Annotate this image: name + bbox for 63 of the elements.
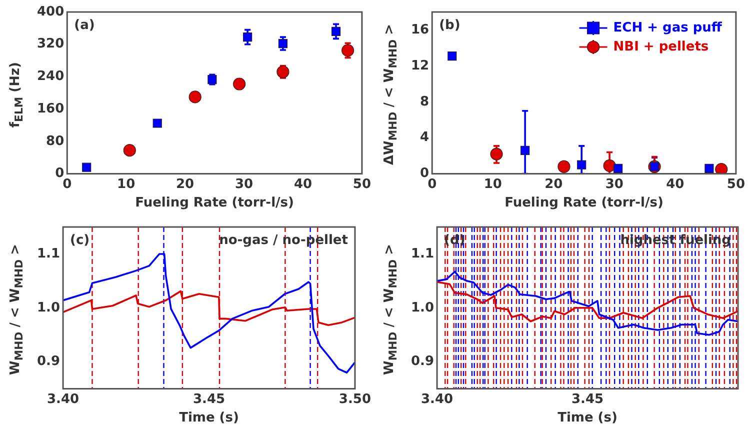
- x-tick-label: 20: [176, 176, 194, 192]
- point: [342, 44, 354, 57]
- point: [614, 164, 623, 173]
- y-tick-label: 1.1: [411, 246, 434, 262]
- x-tick-label: 40: [666, 176, 684, 192]
- x-axis-title: Time (s): [558, 410, 618, 426]
- annotation: (a): [74, 18, 95, 33]
- point: [558, 160, 570, 173]
- x-tick-label: 50: [726, 176, 745, 192]
- point: [715, 163, 728, 174]
- x-tick-label: 10: [117, 176, 136, 192]
- point: [603, 159, 616, 172]
- point: [152, 118, 162, 128]
- y-tick-label: 320: [36, 36, 64, 52]
- point: [331, 26, 341, 36]
- annotation: no-gas / no-pellet: [219, 232, 348, 248]
- x-tick-label: 10: [484, 176, 502, 192]
- y-tick-label: 240: [36, 69, 64, 84]
- x-axis-title: Fueling Rate (torr-l/s): [504, 196, 664, 211]
- point: [577, 160, 586, 170]
- point: [233, 78, 246, 90]
- y-tick-label: 1.1: [37, 246, 60, 262]
- y-tick-label: 80: [46, 134, 64, 149]
- point: [520, 146, 530, 155]
- y-tick-label: 12: [410, 58, 430, 74]
- x-tick-label: 40: [294, 176, 312, 192]
- y-tick-label: 1.0: [411, 300, 434, 316]
- x-tick-label: 20: [544, 176, 563, 192]
- x-tick-label: 3.40: [420, 392, 454, 407]
- point: [278, 39, 288, 48]
- y-tick-label: 400: [36, 4, 64, 20]
- x-tick-label: 30: [605, 176, 624, 192]
- point: [82, 162, 92, 172]
- x-tick-label: 3.45: [571, 392, 604, 407]
- legend-label: NBI + pellets: [613, 39, 709, 54]
- y-tick-label: 1.0: [37, 300, 60, 316]
- point: [188, 90, 202, 104]
- x-tick-label: 50: [352, 176, 371, 192]
- y-tick-label: 8: [420, 94, 430, 110]
- point: [448, 52, 457, 61]
- point: [490, 148, 503, 160]
- x-tick-label: 3.50: [338, 392, 371, 407]
- y-tick-label: 0.9: [37, 354, 60, 370]
- y-tick-label: 0: [420, 166, 430, 182]
- annotation: highest fueling: [620, 232, 731, 248]
- y-tick-label: 0.9: [411, 354, 434, 370]
- point: [123, 144, 136, 157]
- x-tick-label: 3.45: [192, 392, 226, 407]
- annotation: (c): [70, 232, 90, 248]
- y-tick-label: 160: [36, 101, 64, 116]
- annotation: (d): [444, 232, 466, 248]
- x-axis-title: Fueling Rate (torr-l/s): [135, 196, 294, 211]
- legend-label: ECH + gas puff: [613, 20, 722, 36]
- y-tick-label: 16: [410, 22, 430, 38]
- point: [276, 66, 290, 78]
- y-tick-label: 0: [55, 166, 64, 182]
- point: [243, 32, 252, 42]
- annotation: (b): [439, 18, 460, 33]
- point: [704, 164, 714, 173]
- y-tick-label: 4: [420, 130, 430, 146]
- x-axis-title: Time (s): [179, 410, 239, 426]
- x-tick-label: 3.40: [46, 392, 80, 407]
- x-tick-label: 30: [234, 176, 254, 192]
